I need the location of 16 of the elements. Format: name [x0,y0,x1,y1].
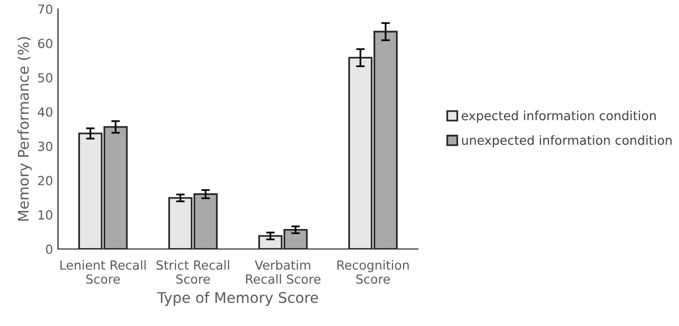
y-axis-title: Memory Performance (%) [18,37,32,221]
y-tick-label: 50 [38,73,52,82]
y-tick-label: 10 [38,210,52,220]
x-tick-label: Recognition Score [337,260,409,284]
legend-label: unexpected information condition [462,135,672,148]
y-tick-label: 40 [38,107,52,117]
y-tick-label: 70 [38,4,52,14]
x-tick-label: Verbatim Recall Score [246,260,320,284]
y-tick-label: 30 [38,142,52,152]
x-tick-label: Lenient Recall Score [60,260,146,284]
y-tick-label: 20 [38,176,52,186]
y-tick-label: 60 [38,38,52,48]
x-tick-label: Strict Recall Score [156,260,230,284]
legend-label: expected information condition [462,110,656,123]
x-axis-title: Type of Memory Score [157,292,318,306]
y-tick-label: 0 [46,244,52,254]
